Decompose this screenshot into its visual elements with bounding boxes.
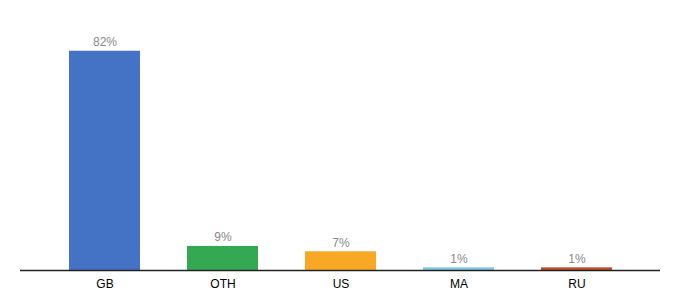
svg-text:1%: 1% bbox=[450, 252, 468, 266]
svg-text:82%: 82% bbox=[93, 35, 117, 49]
svg-text:US: US bbox=[333, 277, 350, 291]
svg-text:1%: 1% bbox=[568, 252, 586, 266]
svg-text:GB: GB bbox=[96, 277, 113, 291]
svg-text:OTH: OTH bbox=[210, 277, 235, 291]
svg-text:MA: MA bbox=[450, 277, 468, 291]
svg-text:9%: 9% bbox=[214, 230, 232, 244]
svg-text:RU: RU bbox=[568, 277, 585, 291]
svg-text:7%: 7% bbox=[332, 236, 350, 250]
